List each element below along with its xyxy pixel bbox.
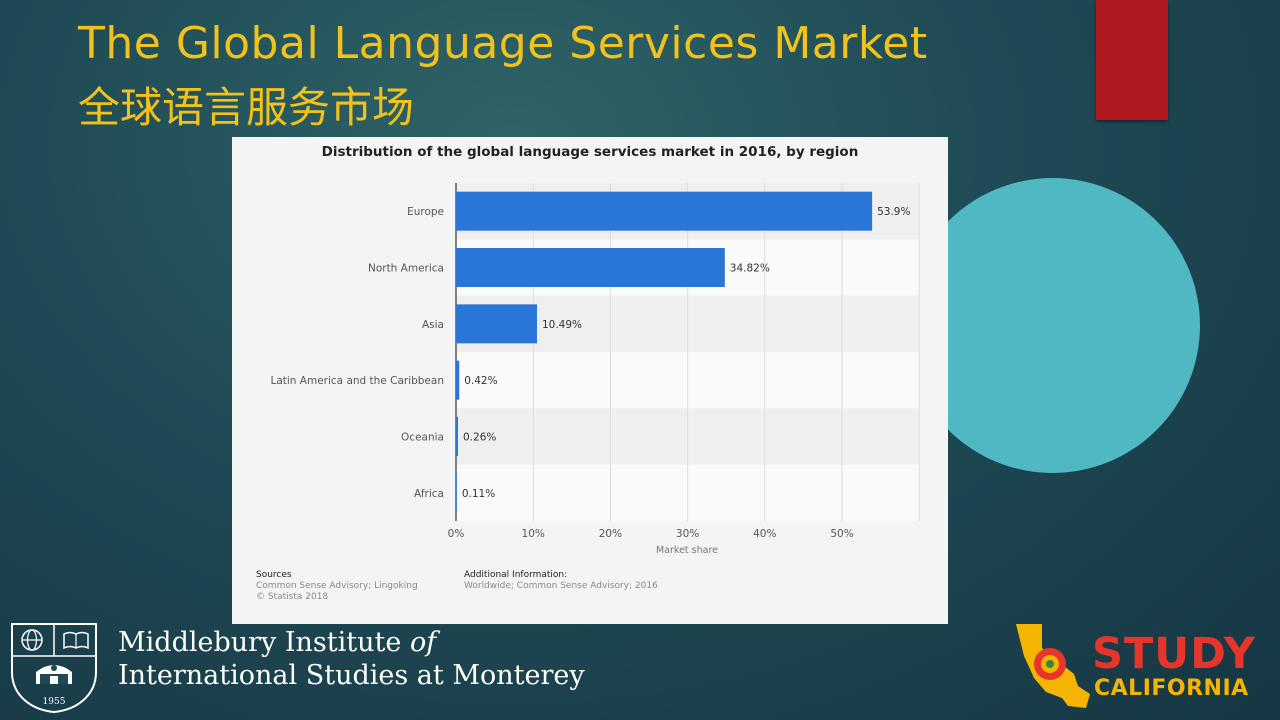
slide-subtitle-chinese: 全球语言服务市场	[78, 83, 415, 132]
sources-block: Sources Common Sense Advisory; Lingoking…	[256, 570, 418, 603]
institute-name-line2: International Studies at Monterey	[118, 660, 585, 691]
bar	[456, 473, 457, 513]
x-axis-title: Market share	[656, 545, 718, 556]
gridlines	[455, 183, 920, 521]
bar	[456, 360, 460, 400]
decorative-red-bar	[1096, 0, 1168, 120]
category-label: North America	[368, 263, 444, 275]
slide-title: The Global Language Services Market	[78, 18, 928, 69]
value-label: 0.11%	[462, 488, 495, 500]
value-label: 34.82%	[730, 263, 770, 275]
additional-info-block: Additional Information: Worldwide; Commo…	[464, 570, 658, 592]
value-label: 0.42%	[464, 375, 497, 387]
sources-line: Common Sense Advisory; Lingoking	[256, 581, 418, 591]
seal-year: 1955	[43, 697, 66, 707]
x-tick-label: 30%	[676, 528, 699, 540]
additional-info-heading: Additional Information:	[464, 570, 568, 580]
value-label: 53.9%	[877, 206, 910, 218]
institute-name-of: of	[409, 627, 437, 658]
additional-info-line: Worldwide; Common Sense Advisory; 2016	[464, 581, 658, 591]
category-labels: Europe North America Asia Latin America and…	[270, 206, 444, 500]
value-labels: 53.9% 34.82% 10.49% 0.42% 0.26% 0.11%	[462, 206, 911, 500]
bar	[456, 304, 537, 344]
x-tick-label: 50%	[830, 528, 853, 540]
category-label: Asia	[422, 319, 444, 331]
bar	[456, 191, 873, 231]
copyright-line: © Statista 2018	[256, 592, 329, 602]
chart-title: Distribution of the global language serv…	[322, 144, 859, 160]
category-label: Africa	[414, 488, 444, 500]
x-tick-label: 20%	[599, 528, 622, 540]
x-tick-label: 40%	[753, 528, 776, 540]
bars	[456, 191, 873, 513]
middlebury-seal-logo: 1955	[11, 623, 97, 714]
study-wordmark: STUDY	[1092, 629, 1256, 679]
x-tick-label: 10%	[522, 528, 545, 540]
chart-card: Distribution of the global language serv…	[232, 137, 948, 624]
institute-name: Middlebury Institute of International St…	[118, 626, 585, 692]
category-label: Europe	[407, 206, 444, 218]
study-california-logo	[1016, 624, 1090, 708]
bar	[456, 248, 725, 287]
bar	[456, 417, 459, 456]
category-label: Latin America and the Caribbean	[270, 375, 444, 387]
value-label: 10.49%	[542, 319, 582, 331]
value-label: 0.26%	[463, 432, 496, 444]
sources-heading: Sources	[256, 570, 292, 580]
california-wordmark: CALIFORNIA	[1094, 676, 1249, 701]
decorative-teal-circle	[905, 178, 1200, 473]
x-tick-labels: 0% 10% 20% 30% 40% 50%	[448, 528, 854, 540]
bar-chart: Distribution of the global language serv…	[270, 144, 920, 556]
category-label: Oceania	[401, 432, 444, 444]
x-tick-label: 0%	[448, 528, 465, 540]
institute-name-line1: Middlebury Institute	[118, 627, 410, 658]
